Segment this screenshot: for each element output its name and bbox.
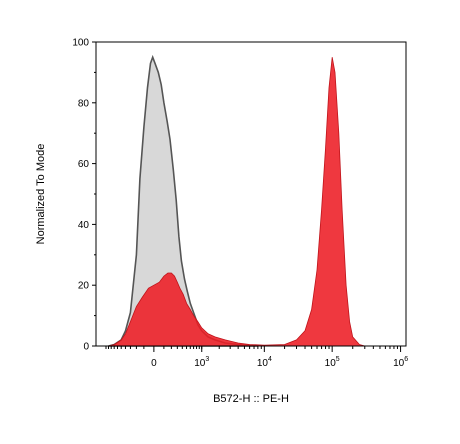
y-tick-label-80: 80 [78, 98, 90, 109]
y-tick-label-40: 40 [78, 220, 90, 231]
y-tick-label-20: 20 [78, 281, 90, 292]
series-layer [108, 54, 365, 347]
y-tick-label-100: 100 [72, 38, 89, 49]
x-tick-label: 106 [393, 356, 408, 369]
y-tick-label-0: 0 [83, 342, 89, 353]
histogram-series-2 [108, 57, 365, 347]
y-axis-label: Normalized To Mode [35, 144, 47, 245]
x-tick-label: 104 [257, 356, 272, 369]
x-tick-label: 105 [325, 356, 340, 369]
y-axis: 0 20 40 60 80 100 [72, 38, 96, 353]
x-axis-label: B572-H :: PE-H [213, 393, 289, 405]
x-tick-label: 0 [151, 358, 157, 369]
y-tick-label-60: 60 [78, 159, 90, 170]
x-axis: 0 103 104 105 106 [105, 346, 408, 369]
x-tick-label: 103 [194, 356, 209, 369]
